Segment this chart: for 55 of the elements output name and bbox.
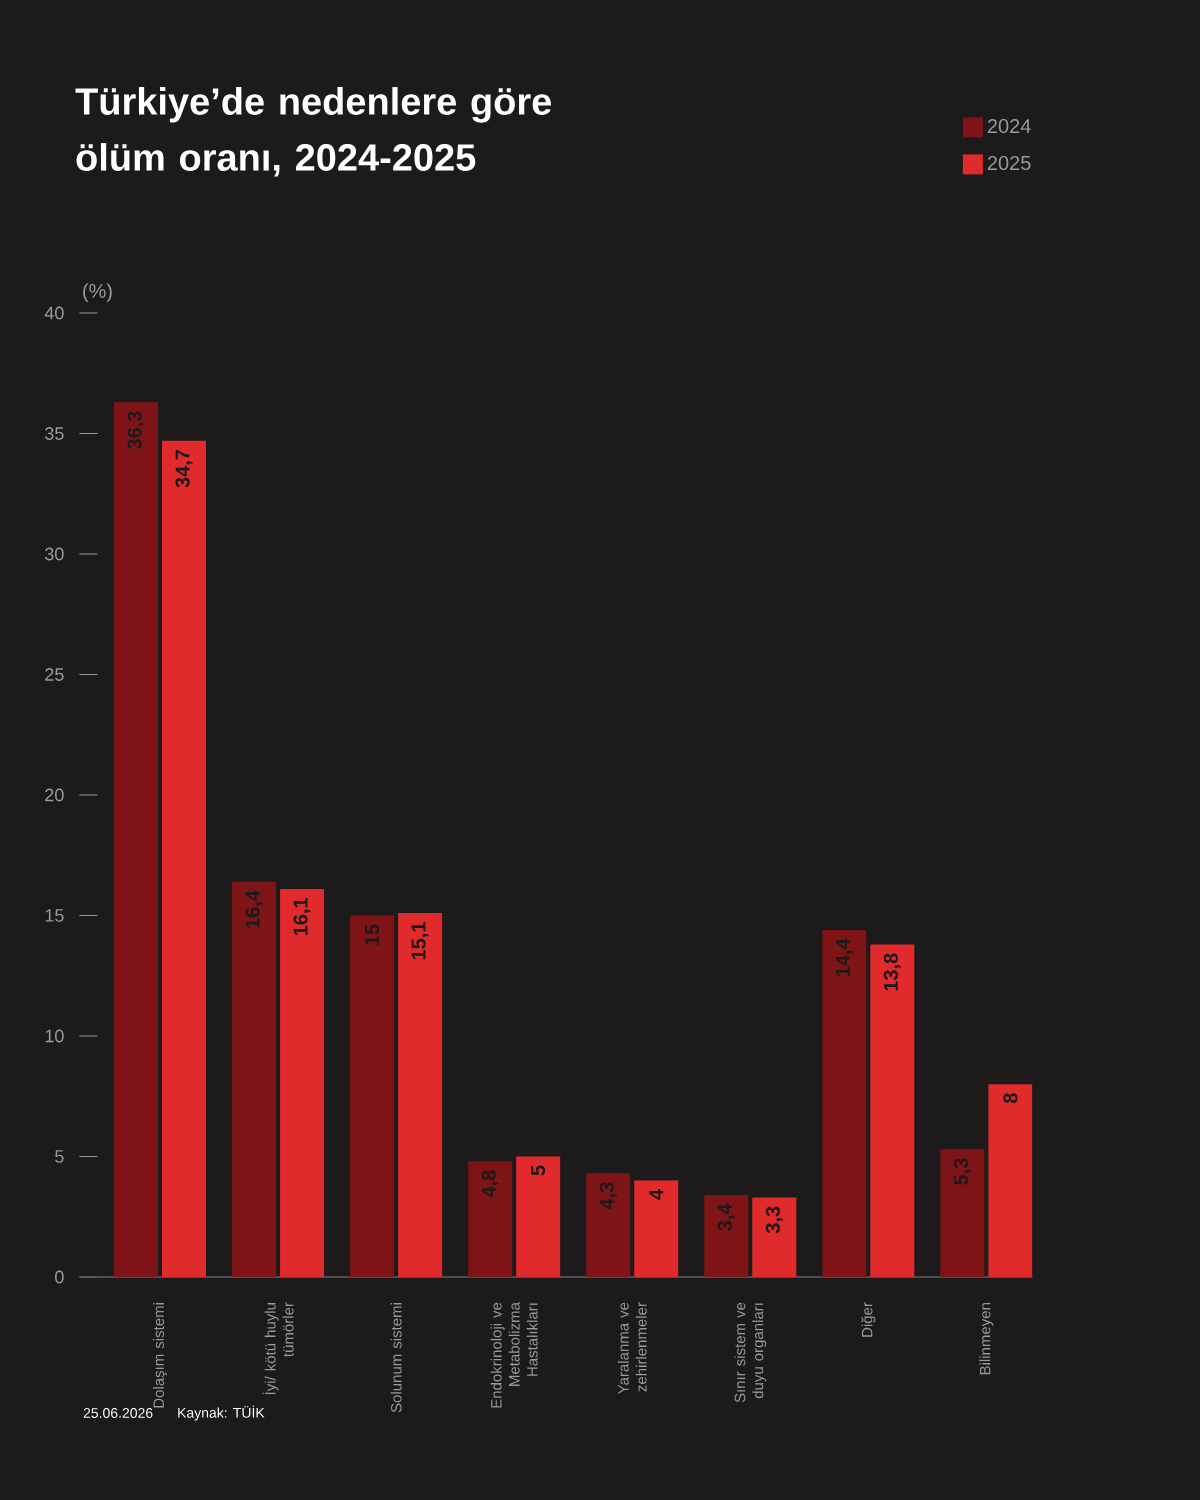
bar <box>114 402 158 1277</box>
y-tick-label: 10 <box>45 1029 64 1043</box>
x-tick-label: Dolaşım sistemi <box>152 1303 168 1408</box>
bar <box>586 1173 631 1277</box>
x-tick-label: Solunum sistemi <box>390 1303 402 1413</box>
text: Kaynak: TÜİK <box>178 1405 265 1421</box>
y-tick-label: 35 <box>45 427 64 440</box>
data-label: 3,3 <box>765 1206 783 1234</box>
data-label: 16,4 <box>245 890 263 928</box>
x-tick-label: Endokrinoloji ve Metabolizma Hastalıkları <box>490 1302 538 1408</box>
bar <box>704 1195 749 1277</box>
data-label: 5,3 <box>953 1158 971 1185</box>
x-tick-label: Bilinmeyen <box>979 1303 994 1375</box>
bar <box>752 1197 797 1277</box>
data-label: 4,8 <box>481 1170 499 1198</box>
chart-title: Türkiye’de nedenlere göre ölüm oranı, 2024-2025 <box>75 87 551 177</box>
y-tick-label: 15 <box>45 909 64 922</box>
data-label: 36,3 <box>127 411 145 450</box>
data-label: 13,8 <box>883 953 901 991</box>
data-label: 34,7 <box>175 450 193 488</box>
x-tick-label: Sınır sistem ve duyu organları <box>734 1302 767 1403</box>
y-tick-label: 25 <box>45 668 64 681</box>
text: 25.06.2026 <box>83 1408 153 1418</box>
y-tick-label: 30 <box>45 547 64 561</box>
bar <box>988 1084 1033 1277</box>
bar <box>232 881 277 1277</box>
x-tick-label: İyi/ kötü huylu tümörler <box>262 1302 294 1395</box>
y-tick-label: 40 <box>44 306 64 320</box>
y-tick-label: 0 <box>55 1270 64 1284</box>
data-label: 14,4 <box>835 938 853 977</box>
legend-label: 2025 <box>987 155 1031 171</box>
data-label: 5 <box>531 1165 546 1176</box>
bar <box>398 913 443 1277</box>
y-tick-label: 5 <box>55 1150 64 1163</box>
bar <box>634 1180 679 1277</box>
bar <box>516 1156 561 1277</box>
data-label: 4,3 <box>599 1182 617 1210</box>
y-axis-title: (%) <box>83 283 112 302</box>
bar <box>468 1161 513 1277</box>
y-tick-label: 20 <box>45 788 64 802</box>
x-tick-label: Yaralanma ve zehirlenmeler <box>617 1302 647 1394</box>
bar <box>280 888 325 1277</box>
bar <box>822 929 867 1277</box>
data-label: 8 <box>1003 1093 1018 1104</box>
data-label: 15 <box>365 924 380 945</box>
legend-label: 2024 <box>987 118 1031 134</box>
bar <box>870 944 915 1277</box>
data-label: 3,4 <box>717 1203 735 1231</box>
data-label: 16,1 <box>293 897 311 936</box>
bar <box>350 915 395 1277</box>
x-tick-label: Diğer <box>861 1302 876 1337</box>
bar <box>162 440 206 1277</box>
data-label: 4 <box>649 1189 664 1200</box>
bar <box>940 1149 985 1277</box>
data-label: 15,1 <box>411 922 429 960</box>
